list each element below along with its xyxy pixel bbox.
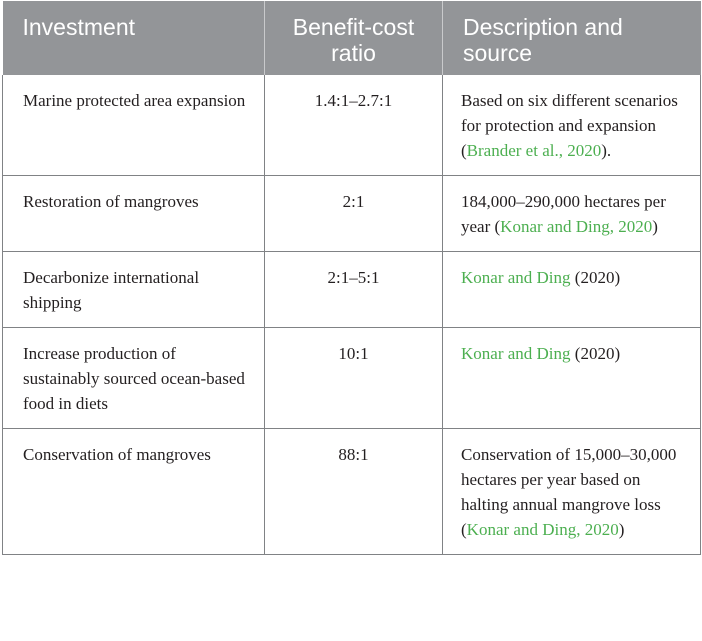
header-row: Investment Benefit-cost ratio Descriptio…	[2, 1, 701, 75]
citation-link[interactable]: Konar and Ding	[461, 344, 571, 363]
ratio-cell: 10:1	[264, 327, 443, 429]
description-cell: Based on six different scenarios for pro…	[442, 75, 701, 176]
description-text: 184,000–290,000 hectares per year (	[461, 192, 666, 236]
table-row: Decarbonize international shipping 2:1–5…	[2, 251, 701, 328]
citation-link[interactable]: Konar and Ding, 2020	[500, 217, 653, 236]
investment-cell: Conservation of mangroves	[2, 428, 265, 555]
description-suffix: )	[652, 217, 658, 236]
table-body: Marine protected area expansion 1.4:1–2.…	[2, 75, 701, 555]
table-row: Conservation of mangroves 88:1 Conservat…	[2, 428, 701, 555]
table-row: Increase production of sustainably sourc…	[2, 327, 701, 429]
description-cell: Konar and Ding (2020)	[442, 327, 701, 429]
description-cell: Konar and Ding (2020)	[442, 251, 701, 328]
benefit-cost-table: Investment Benefit-cost ratio Descriptio…	[2, 1, 701, 555]
citation-link[interactable]: Brander et al., 2020	[466, 141, 602, 160]
ratio-cell: 2:1–5:1	[264, 251, 443, 328]
investment-cell: Marine protected area expansion	[2, 75, 265, 176]
table-row: Restoration of mangroves 2:1 184,000–290…	[2, 175, 701, 252]
header-description-and-source: Description and source	[442, 1, 701, 75]
description-text: Conservation of 15,000–30,000 hectares p…	[461, 445, 677, 539]
table-header: Investment Benefit-cost ratio Descriptio…	[2, 1, 701, 75]
table-row: Marine protected area expansion 1.4:1–2.…	[2, 75, 701, 176]
description-suffix: )	[618, 520, 625, 539]
description-suffix: (2020)	[570, 344, 621, 363]
header-benefit-cost-ratio: Benefit-cost ratio	[264, 1, 443, 75]
description-text: Based on six different scenarios for pro…	[461, 91, 678, 160]
header-investment: Investment	[2, 1, 265, 75]
citation-link[interactable]: Konar and Ding	[461, 268, 571, 287]
ratio-cell: 88:1	[264, 428, 443, 555]
description-suffix: (2020)	[570, 268, 621, 287]
ratio-cell: 2:1	[264, 175, 443, 252]
description-suffix: ).	[601, 141, 612, 160]
investment-cell: Increase production of sustainably sourc…	[2, 327, 265, 429]
investment-cell: Restoration of mangroves	[2, 175, 265, 252]
description-cell: 184,000–290,000 hectares per year (Konar…	[442, 175, 701, 252]
investment-cell: Decarbonize international shipping	[2, 251, 265, 328]
ratio-cell: 1.4:1–2.7:1	[264, 75, 443, 176]
citation-link[interactable]: Konar and Ding, 2020	[466, 520, 619, 539]
description-cell: Conservation of 15,000–30,000 hectares p…	[442, 428, 701, 555]
